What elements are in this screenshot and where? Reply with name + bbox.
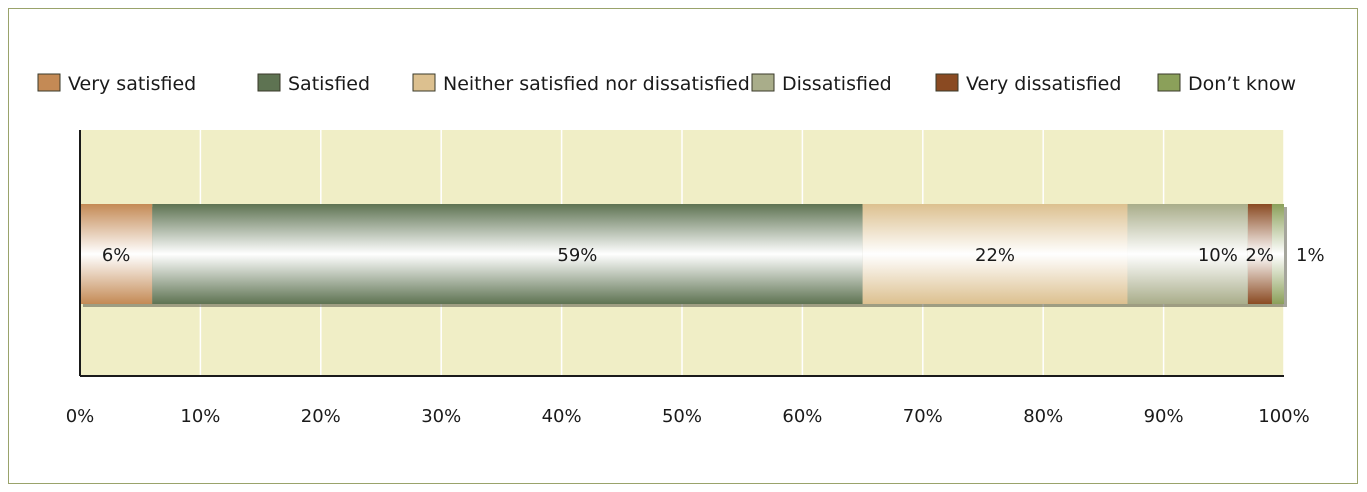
x-tick-label: 80%	[1023, 406, 1063, 427]
x-tick-label: 10%	[180, 406, 220, 427]
data-label: 22%	[975, 245, 1015, 266]
legend-label: Dissatisfied	[782, 73, 892, 95]
x-tick-label: 60%	[782, 406, 822, 427]
legend-label: Very dissatisfied	[966, 73, 1121, 95]
legend-swatch	[257, 73, 281, 92]
x-tick-label: 0%	[66, 406, 95, 427]
x-tick-label: 50%	[662, 406, 702, 427]
legend-label: Satisfied	[288, 73, 370, 95]
x-tick-label: 20%	[301, 406, 341, 427]
data-label: 6%	[102, 245, 131, 266]
data-labels: 6% 59% 22% 10% 2% 1%	[102, 245, 1325, 266]
data-label: 1%	[1296, 245, 1325, 266]
x-tick-label: 30%	[421, 406, 461, 427]
legend-label: Very satisfied	[68, 73, 196, 95]
legend-label: Neither satisfied nor dissatisfied	[443, 73, 750, 95]
x-axis-ticks: 0% 10% 20% 30% 40% 50% 60% 70% 80% 90% 100%	[66, 406, 1310, 427]
legend-swatch	[751, 73, 775, 92]
axes	[79, 130, 1284, 377]
data-label: 2%	[1245, 245, 1274, 266]
data-label: 10%	[1198, 245, 1238, 266]
bar-segment-very-satisfied	[80, 204, 153, 304]
bar-segment-don-t-know	[1271, 204, 1284, 304]
bar-segment-dissatisfied	[1127, 204, 1248, 304]
x-tick-label: 100%	[1258, 406, 1309, 427]
chart-legend: Very satisfied Satisfied Neither satisfied…	[37, 73, 1296, 95]
bar-segments	[80, 204, 1287, 307]
legend-swatch	[412, 73, 436, 92]
bar-segment-neither-satisfied-nor-dissatisfied	[862, 204, 1128, 304]
x-tick-label: 40%	[542, 406, 582, 427]
bar-segment-satisfied	[152, 204, 863, 304]
x-tick-label: 70%	[903, 406, 943, 427]
legend-swatch	[935, 73, 959, 92]
legend-label: Don’t know	[1188, 73, 1296, 95]
legend-swatch	[37, 73, 61, 92]
x-tick-label: 90%	[1144, 406, 1184, 427]
bar-segment-very-dissatisfied	[1247, 204, 1272, 304]
data-label: 59%	[557, 245, 597, 266]
legend-swatch	[1157, 73, 1181, 92]
